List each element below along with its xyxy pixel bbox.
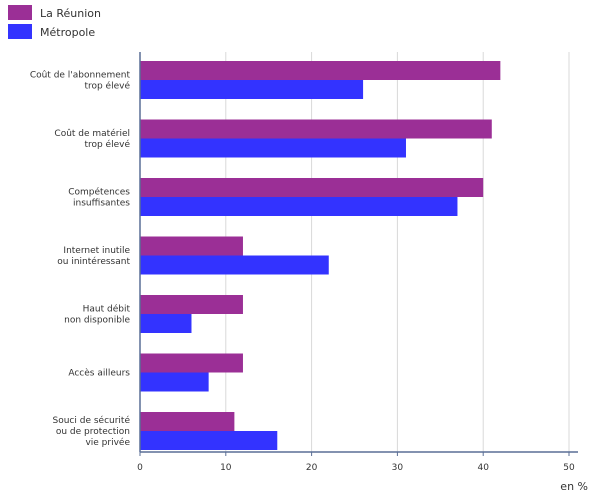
- x-tick-labels: 0 10 20 30 40 50: [137, 463, 575, 473]
- category-label: Coût de matériel trop élevé: [54, 128, 130, 150]
- bar-reunion: [140, 61, 501, 80]
- bar-reunion: [140, 236, 243, 256]
- category-label: Internet inutile ou inintéressant: [57, 246, 130, 267]
- x-axis-unit: en %: [560, 480, 588, 493]
- bar-metropole: [140, 431, 278, 450]
- axes: [139, 52, 578, 456]
- legend-swatch-1: [8, 5, 32, 20]
- x-tick-label: 10: [220, 463, 232, 473]
- category-label: Compétences insuffisantes: [68, 187, 130, 209]
- legend-label-2: Métropole: [40, 26, 95, 39]
- bars: [140, 61, 501, 450]
- legend-label-1: La Réunion: [40, 7, 101, 20]
- bar-metropole: [140, 314, 192, 333]
- bar-metropole: [140, 138, 406, 158]
- bar-metropole: [140, 197, 458, 216]
- x-tick-label: 30: [392, 463, 404, 473]
- legend: La Réunion Métropole: [8, 5, 101, 39]
- category-label: Haut débit non disponible: [64, 304, 130, 326]
- category-label: Accès ailleurs: [68, 368, 130, 379]
- grid: [225, 52, 570, 452]
- category-label: Souci de sécurité ou de protection vie pri…: [53, 415, 131, 448]
- bar-metropole: [140, 372, 209, 392]
- category-labels: Coût de l'abonnement trop élevé Coût de ma…: [30, 71, 131, 449]
- bar-reunion: [140, 412, 235, 431]
- bar-reunion: [140, 119, 492, 139]
- x-tick-label: 20: [306, 463, 318, 473]
- category-label: Coût de l'abonnement trop élevé: [30, 71, 131, 92]
- bar-metropole: [140, 255, 329, 275]
- bar-metropole: [140, 80, 364, 99]
- bar-reunion: [140, 353, 243, 373]
- legend-swatch-2: [8, 24, 32, 39]
- x-tick-label: 50: [563, 463, 575, 473]
- bar-reunion: [140, 295, 243, 314]
- x-tick-label: 0: [137, 463, 143, 473]
- bar-reunion: [140, 178, 484, 197]
- x-tick-label: 40: [477, 463, 489, 473]
